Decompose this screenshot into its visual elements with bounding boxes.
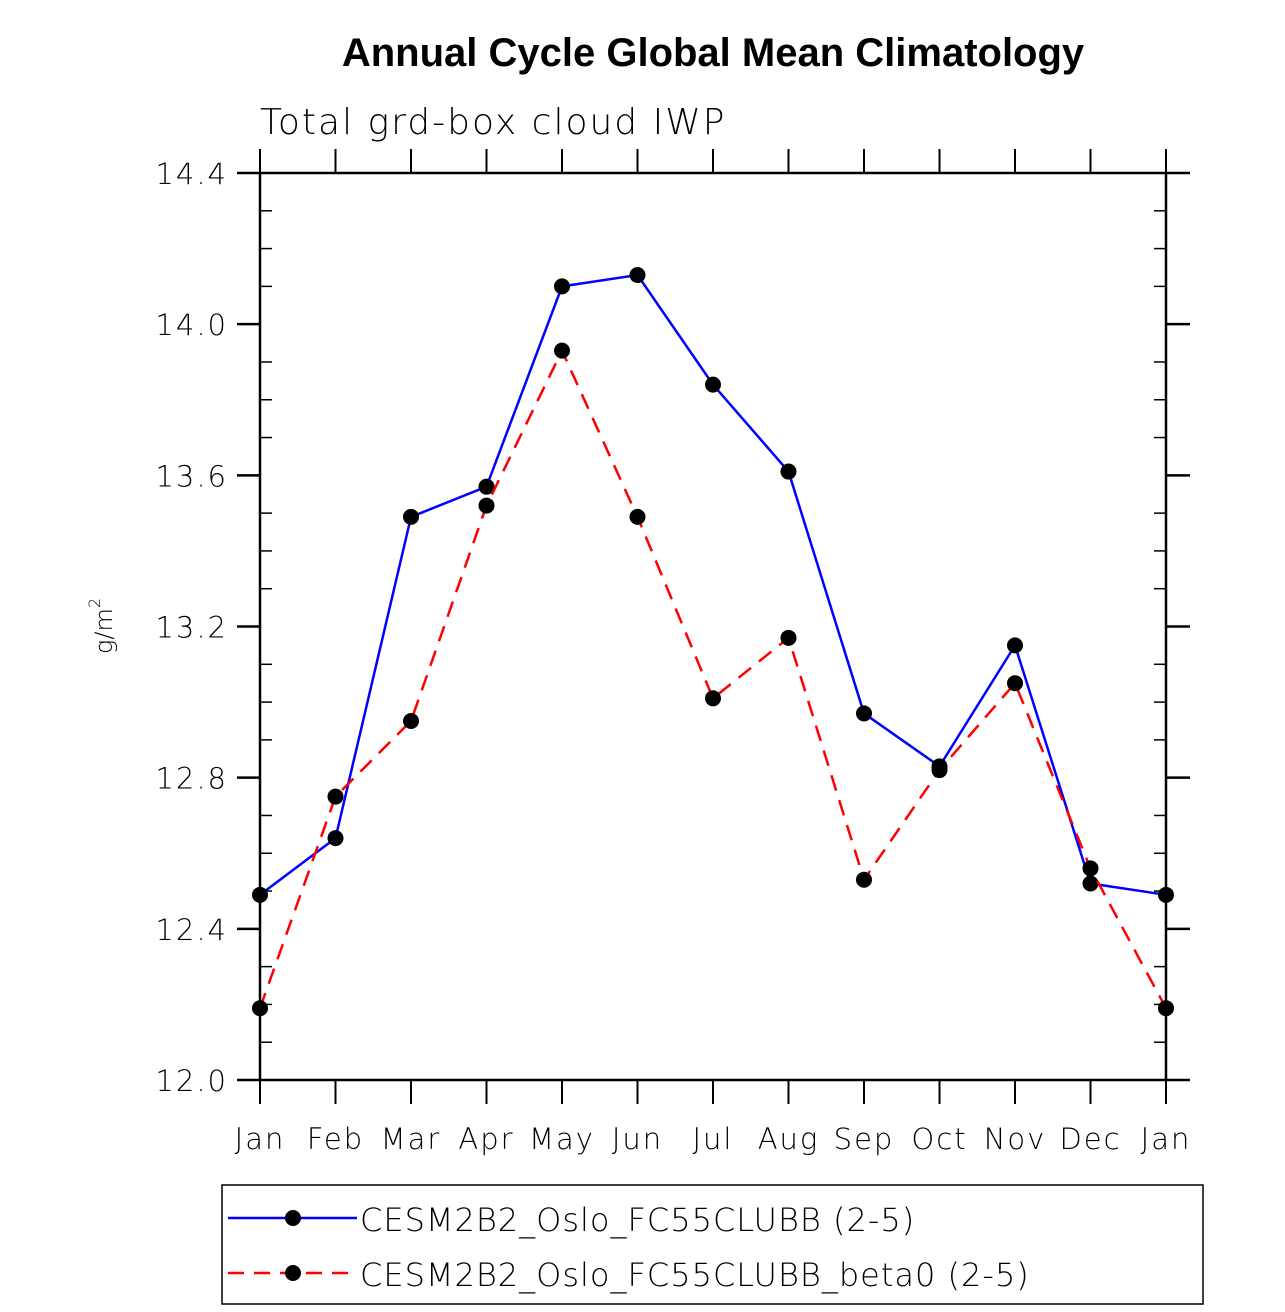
data-point — [705, 376, 721, 393]
x-tick-label: Apr — [458, 1122, 514, 1156]
series-line-1 — [258, 347, 1168, 1009]
data-point — [780, 463, 797, 480]
x-tick-label: Feb — [307, 1122, 364, 1156]
data-point — [403, 712, 419, 729]
legend-entry-1: CESM2B2_Oslo_FC55CLUBB_beta0 (2-5) — [228, 1256, 1030, 1294]
x-tick-label: Jan — [235, 1122, 286, 1156]
legend-label-1: CESM2B2_Oslo_FC55CLUBB_beta0 (2-5) — [360, 1256, 1030, 1294]
data-point — [252, 886, 268, 903]
y-axis-label-text: g/m — [90, 608, 118, 654]
x-tick-labels: Jan Feb Mar Apr May Jun Jul Aug Sep Oct Nov Dec Jan — [235, 1122, 1192, 1156]
chart-subtitle: Total grd-box cloud IWP — [260, 102, 727, 143]
data-point — [705, 690, 721, 707]
data-point — [1082, 875, 1099, 892]
data-point — [1158, 1000, 1174, 1017]
legend-marker-1 — [285, 1265, 301, 1281]
x-tick-label: Jun — [612, 1122, 663, 1156]
data-point — [1082, 860, 1099, 877]
x-tick-label: Jan — [1141, 1122, 1192, 1156]
data-point — [629, 267, 646, 284]
legend-entry-0: CESM2B2_Oslo_FC55CLUBB (2-5) — [228, 1201, 915, 1239]
data-point — [1007, 675, 1023, 692]
x-tick-label: Oct — [911, 1122, 967, 1156]
data-point — [629, 508, 646, 525]
svg-text:g/m2: g/m2 — [85, 598, 118, 654]
y-tick-labels: 12.0 12.4 12.8 13.2 13.6 14.0 14.4 — [155, 157, 228, 1098]
legend-label-0: CESM2B2_Oslo_FC55CLUBB (2-5) — [360, 1201, 915, 1239]
data-point — [327, 788, 344, 805]
series-line-0 — [259, 273, 1167, 897]
y-tick-label: 13.2 — [155, 611, 228, 645]
data-point — [856, 871, 872, 888]
legend: CESM2B2_Oslo_FC55CLUBB (2-5) CESM2B2_Osl… — [221, 1184, 1204, 1305]
data-point — [931, 762, 948, 779]
series-0 — [252, 267, 1174, 903]
data-point — [403, 508, 419, 525]
y-tick-label: 12.4 — [155, 913, 228, 947]
chart-title: Annual Cycle Global Mean Climatology — [342, 31, 1085, 75]
data-point — [554, 278, 570, 295]
x-tick-label: Sep — [834, 1122, 895, 1156]
y-tick-label: 14.4 — [155, 157, 228, 191]
axes-frame — [237, 149, 1190, 1104]
data-point — [1007, 637, 1023, 654]
y-tick-label: 14.0 — [155, 308, 228, 342]
y-tick-label: 13.6 — [155, 459, 228, 493]
x-tick-label: Mar — [381, 1122, 442, 1156]
x-tick-label: Jul — [693, 1122, 734, 1156]
data-point — [780, 629, 797, 646]
y-tick-label: 12.0 — [155, 1064, 228, 1098]
y-tick-label: 12.8 — [155, 762, 228, 796]
x-tick-label: Nov — [984, 1122, 1047, 1156]
data-point — [856, 705, 872, 722]
data-point — [252, 1000, 268, 1017]
y-axis-label-superscript: 2 — [85, 598, 104, 608]
series-layer — [252, 267, 1174, 1017]
data-point — [1158, 886, 1174, 903]
series-1 — [252, 342, 1174, 1017]
x-tick-label: Aug — [758, 1122, 820, 1156]
legend-marker-0 — [285, 1210, 301, 1226]
data-point — [478, 478, 495, 495]
data-point — [327, 830, 344, 847]
x-tick-label: Dec — [1059, 1122, 1121, 1156]
legend-box — [221, 1184, 1204, 1305]
data-point — [554, 342, 570, 359]
y-axis-label: g/m2 — [85, 598, 118, 654]
data-point — [478, 497, 495, 514]
x-tick-label: May — [529, 1122, 595, 1156]
